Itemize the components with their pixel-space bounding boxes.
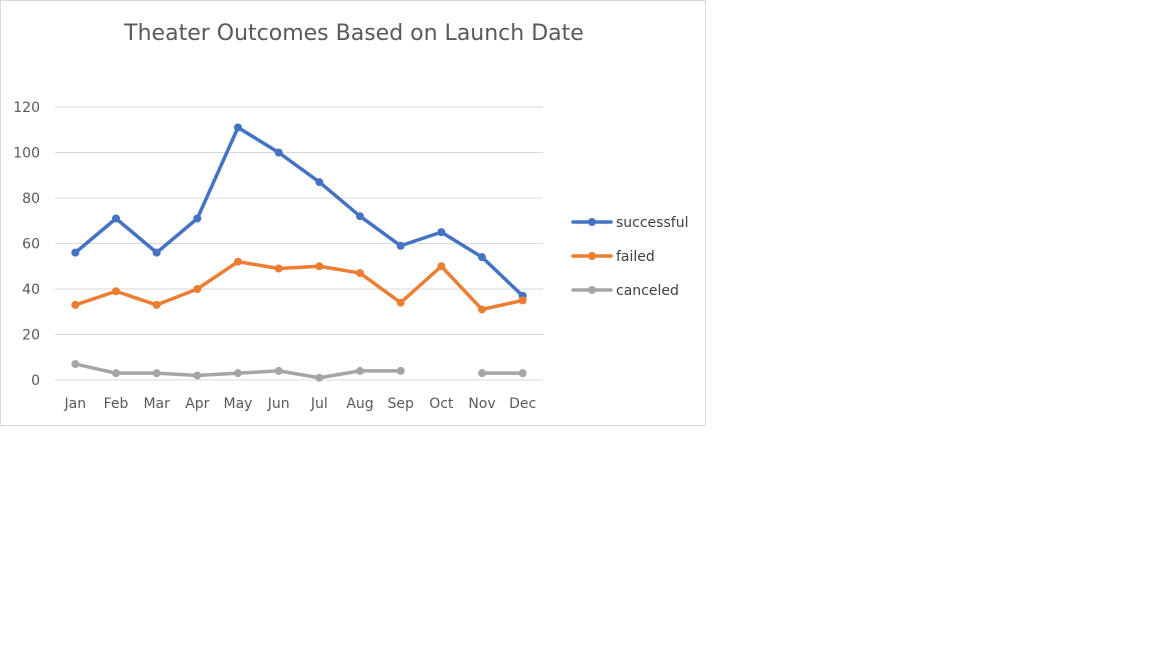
x-tick-label: Apr — [185, 396, 209, 412]
data-point — [396, 298, 405, 307]
x-tick-label: May — [224, 396, 253, 412]
y-tick-label: 0 — [31, 373, 40, 389]
x-tick-label: Mar — [143, 396, 170, 412]
data-point — [518, 369, 527, 378]
legend-label: failed — [616, 249, 655, 265]
y-tick-label: 20 — [22, 328, 40, 344]
data-point — [478, 305, 486, 314]
data-point — [396, 241, 405, 250]
y-tick-label: 60 — [22, 237, 40, 253]
series-group — [71, 123, 527, 382]
data-point — [112, 287, 120, 296]
y-tick-label: 40 — [22, 282, 40, 298]
y-tick-label: 120 — [13, 100, 40, 116]
data-point — [315, 373, 324, 382]
data-point — [112, 369, 120, 378]
x-tick-label: Aug — [346, 396, 373, 412]
x-tick-label: Jul — [310, 396, 328, 412]
y-tick-label: 100 — [13, 146, 40, 162]
data-point — [234, 257, 242, 266]
data-point — [152, 300, 161, 309]
data-point — [437, 262, 446, 271]
data-point — [193, 214, 202, 223]
legend-item-failed: failed — [571, 249, 655, 265]
x-axis-ticks: Jan Feb Mar Apr May Jun Jul Aug Sep Oct Nov Dec — [64, 396, 537, 412]
data-point — [315, 262, 324, 271]
y-tick-label: 80 — [22, 191, 40, 207]
data-point — [152, 369, 161, 378]
data-point — [274, 366, 283, 375]
series-failed — [71, 257, 527, 314]
x-tick-label: Nov — [468, 396, 495, 412]
chart-frame — [0, 0, 706, 426]
legend: successful failed canceled — [571, 215, 688, 299]
x-tick-label: Dec — [509, 396, 536, 412]
gridlines — [55, 106, 543, 381]
legend-swatch-marker — [588, 286, 596, 294]
data-point — [234, 123, 242, 132]
legend-label: successful — [616, 215, 688, 231]
data-point — [356, 366, 364, 375]
data-point — [478, 253, 486, 262]
legend-item-canceled: canceled — [571, 283, 679, 299]
chart-title: Theater Outcomes Based on Launch Date — [123, 21, 584, 46]
data-point — [396, 366, 405, 375]
data-point — [193, 371, 202, 380]
line-chart: Theater Outcomes Based on Launch Date 0 2… — [13, 21, 688, 412]
data-point — [478, 369, 486, 378]
data-point — [356, 212, 364, 221]
data-point — [193, 285, 202, 293]
data-point — [234, 369, 242, 378]
data-point — [437, 228, 446, 237]
legend-swatch-marker — [588, 218, 596, 226]
x-tick-label: Jun — [267, 396, 290, 412]
data-point — [274, 148, 283, 157]
y-axis-ticks: 0 20 40 60 80 100 120 — [13, 100, 40, 389]
legend-swatch-marker — [588, 252, 596, 260]
data-point — [274, 264, 283, 273]
x-tick-label: Sep — [387, 396, 414, 412]
data-point — [315, 178, 324, 187]
x-tick-label: Feb — [104, 396, 129, 412]
series-line — [73, 125, 525, 298]
legend-item-successful: successful — [571, 215, 688, 231]
x-tick-label: Oct — [429, 396, 454, 412]
data-point — [518, 296, 527, 305]
series-line — [73, 259, 525, 312]
x-tick-label: Jan — [64, 396, 87, 412]
data-point — [71, 360, 80, 369]
legend-label: canceled — [616, 283, 679, 299]
series-canceled — [71, 360, 527, 382]
series-successful — [71, 123, 527, 300]
data-point — [71, 300, 80, 309]
data-point — [71, 248, 80, 257]
data-point — [152, 248, 161, 257]
data-point — [112, 214, 120, 223]
data-point — [356, 269, 364, 278]
